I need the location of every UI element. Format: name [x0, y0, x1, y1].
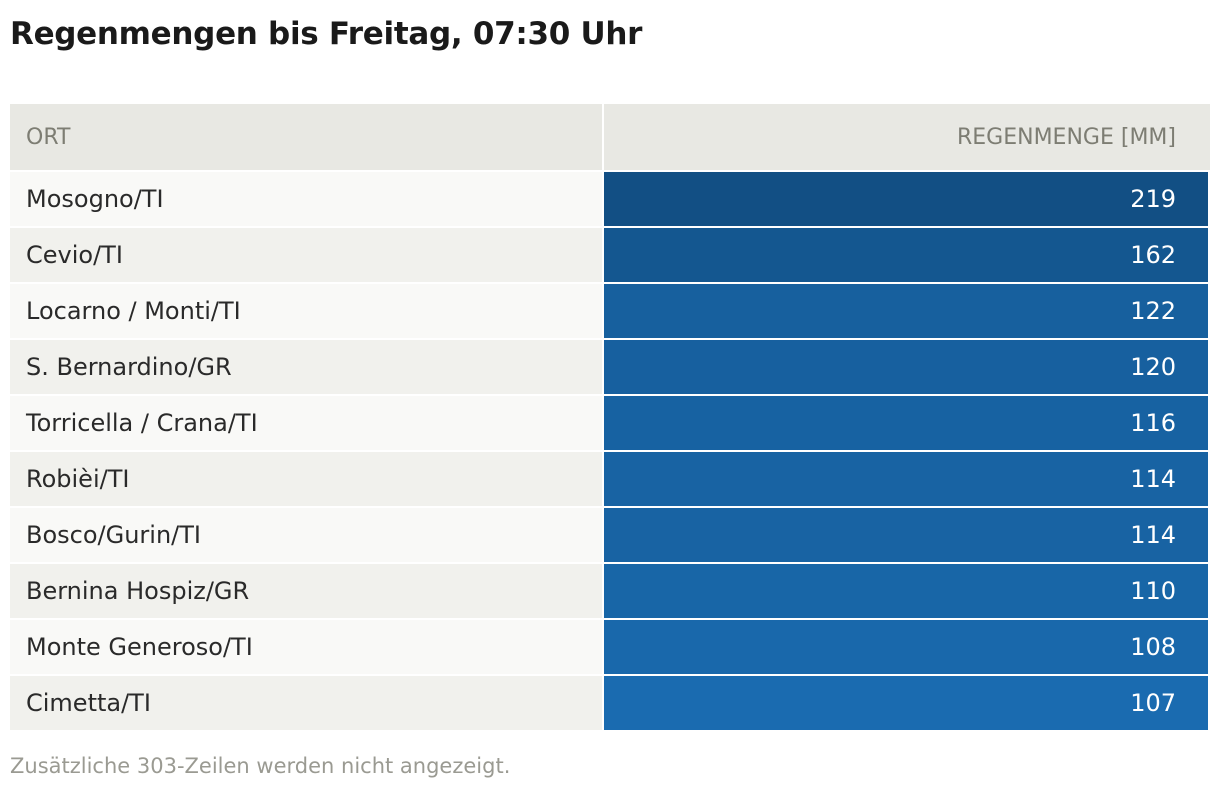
rainfall-value-cell: 108	[604, 620, 1208, 674]
place-cell: Bosco/Gurin/TI	[10, 508, 604, 562]
place-cell: Torricella / Crana/TI	[10, 396, 604, 450]
place-cell: Cevio/TI	[10, 228, 604, 282]
table-header: ORT REGENMENGE [MM]	[10, 104, 1210, 170]
rainfall-value-cell: 116	[604, 396, 1208, 450]
place-cell: Monte Generoso/TI	[10, 620, 604, 674]
table-row: Mosogno/TI 219	[10, 172, 1210, 226]
table-row: Cevio/TI 162	[10, 228, 1210, 282]
rainfall-value-cell: 120	[604, 340, 1208, 394]
table-row: Bernina Hospiz/GR 110	[10, 564, 1210, 618]
place-cell: Cimetta/TI	[10, 676, 604, 730]
rainfall-value-cell: 162	[604, 228, 1208, 282]
rainfall-value-cell: 114	[604, 452, 1208, 506]
footnote: Zusätzliche 303-Zeilen werden nicht ange…	[10, 754, 511, 778]
table-body: Mosogno/TI 219 Cevio/TI 162 Locarno / Monti/…	[10, 172, 1210, 730]
rain-table: ORT REGENMENGE [MM] Mosogno/TI 219 Cevio/T…	[10, 104, 1210, 730]
rainfall-value-cell: 114	[604, 508, 1208, 562]
column-header-place[interactable]: ORT	[10, 104, 604, 170]
rainfall-value-cell: 110	[604, 564, 1208, 618]
place-cell: Bernina Hospiz/GR	[10, 564, 604, 618]
page-title: Regenmengen bis Freitag, 07:30 Uhr	[10, 16, 643, 52]
column-header-rainfall[interactable]: REGENMENGE [MM]	[956, 124, 1176, 150]
table-row: Robièi/TI 114	[10, 452, 1210, 506]
rainfall-value-cell: 219	[604, 172, 1208, 226]
place-cell: Robièi/TI	[10, 452, 604, 506]
table-row: Cimetta/TI 107	[10, 676, 1210, 730]
place-cell: S. Bernardino/GR	[10, 340, 604, 394]
table-row: S. Bernardino/GR 120	[10, 340, 1210, 394]
rainfall-value-cell: 107	[604, 676, 1208, 730]
table-row: Monte Generoso/TI 108	[10, 620, 1210, 674]
table-row: Locarno / Monti/TI 122	[10, 284, 1210, 338]
rainfall-value-cell: 122	[604, 284, 1208, 338]
table-row: Torricella / Crana/TI 116	[10, 396, 1210, 450]
table-row: Bosco/Gurin/TI 114	[10, 508, 1210, 562]
place-cell: Locarno / Monti/TI	[10, 284, 604, 338]
place-cell: Mosogno/TI	[10, 172, 604, 226]
